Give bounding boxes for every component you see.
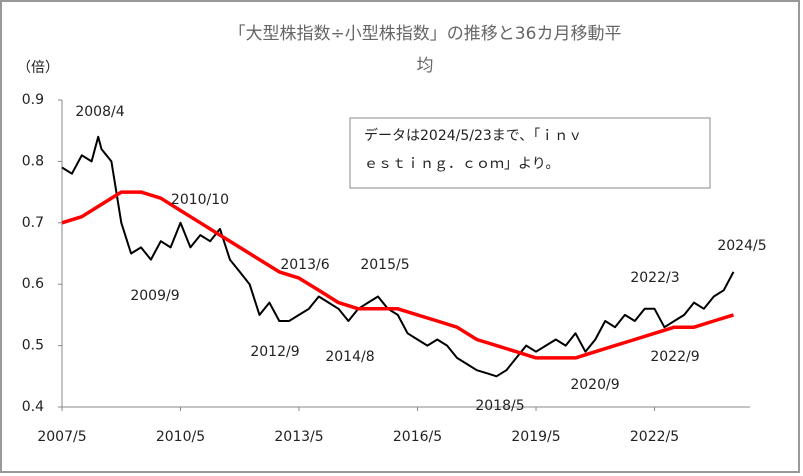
y-axis-label: （倍） <box>17 60 59 76</box>
note: ｅｓｔｉｎｇ．ｃｏｍ」より。 <box>364 156 559 172</box>
annotation: 2013/6 <box>280 257 329 273</box>
y-tick-label: 0.6 <box>22 276 44 292</box>
data-line <box>61 135 735 378</box>
y-tick-label: 0.5 <box>22 338 44 354</box>
x-tick-label: 2010/5 <box>156 429 205 445</box>
x-tick-label: 2013/5 <box>274 429 323 445</box>
x-tick-label: 2016/5 <box>393 429 442 445</box>
annotation: 2022/3 <box>630 270 679 286</box>
chart-title: 「大型株指数÷小型株指数」の推移と36カ月移動平 <box>229 24 622 44</box>
annotation: 2014/8 <box>325 349 374 365</box>
y-tick-label: 0.7 <box>22 215 44 231</box>
annotation: 2024/5 <box>717 238 766 254</box>
annotation: 2022/9 <box>650 349 699 365</box>
y-tick-label: 0.8 <box>22 153 44 169</box>
annotation: 2020/9 <box>570 377 619 393</box>
chart-title: 均 <box>417 56 434 76</box>
annotation: 2010/10 <box>171 192 229 208</box>
x-tick-label: 2022/5 <box>630 429 679 445</box>
y-tick-label: 0.9 <box>22 92 44 108</box>
note: データは2024/5/23まで、「ｉｎｖ <box>364 127 582 144</box>
annotation: 2012/9 <box>250 344 299 360</box>
annotation: 2018/5 <box>475 398 524 414</box>
note-box <box>349 117 711 189</box>
annotation: 2009/9 <box>130 288 179 304</box>
annotation: 2015/5 <box>360 257 409 273</box>
annotation: 2008/4 <box>75 104 124 120</box>
x-tick-label: 2007/5 <box>37 429 86 445</box>
y-tick-label: 0.4 <box>22 399 44 415</box>
x-tick-label: 2019/5 <box>511 429 560 445</box>
data-line <box>61 190 735 360</box>
